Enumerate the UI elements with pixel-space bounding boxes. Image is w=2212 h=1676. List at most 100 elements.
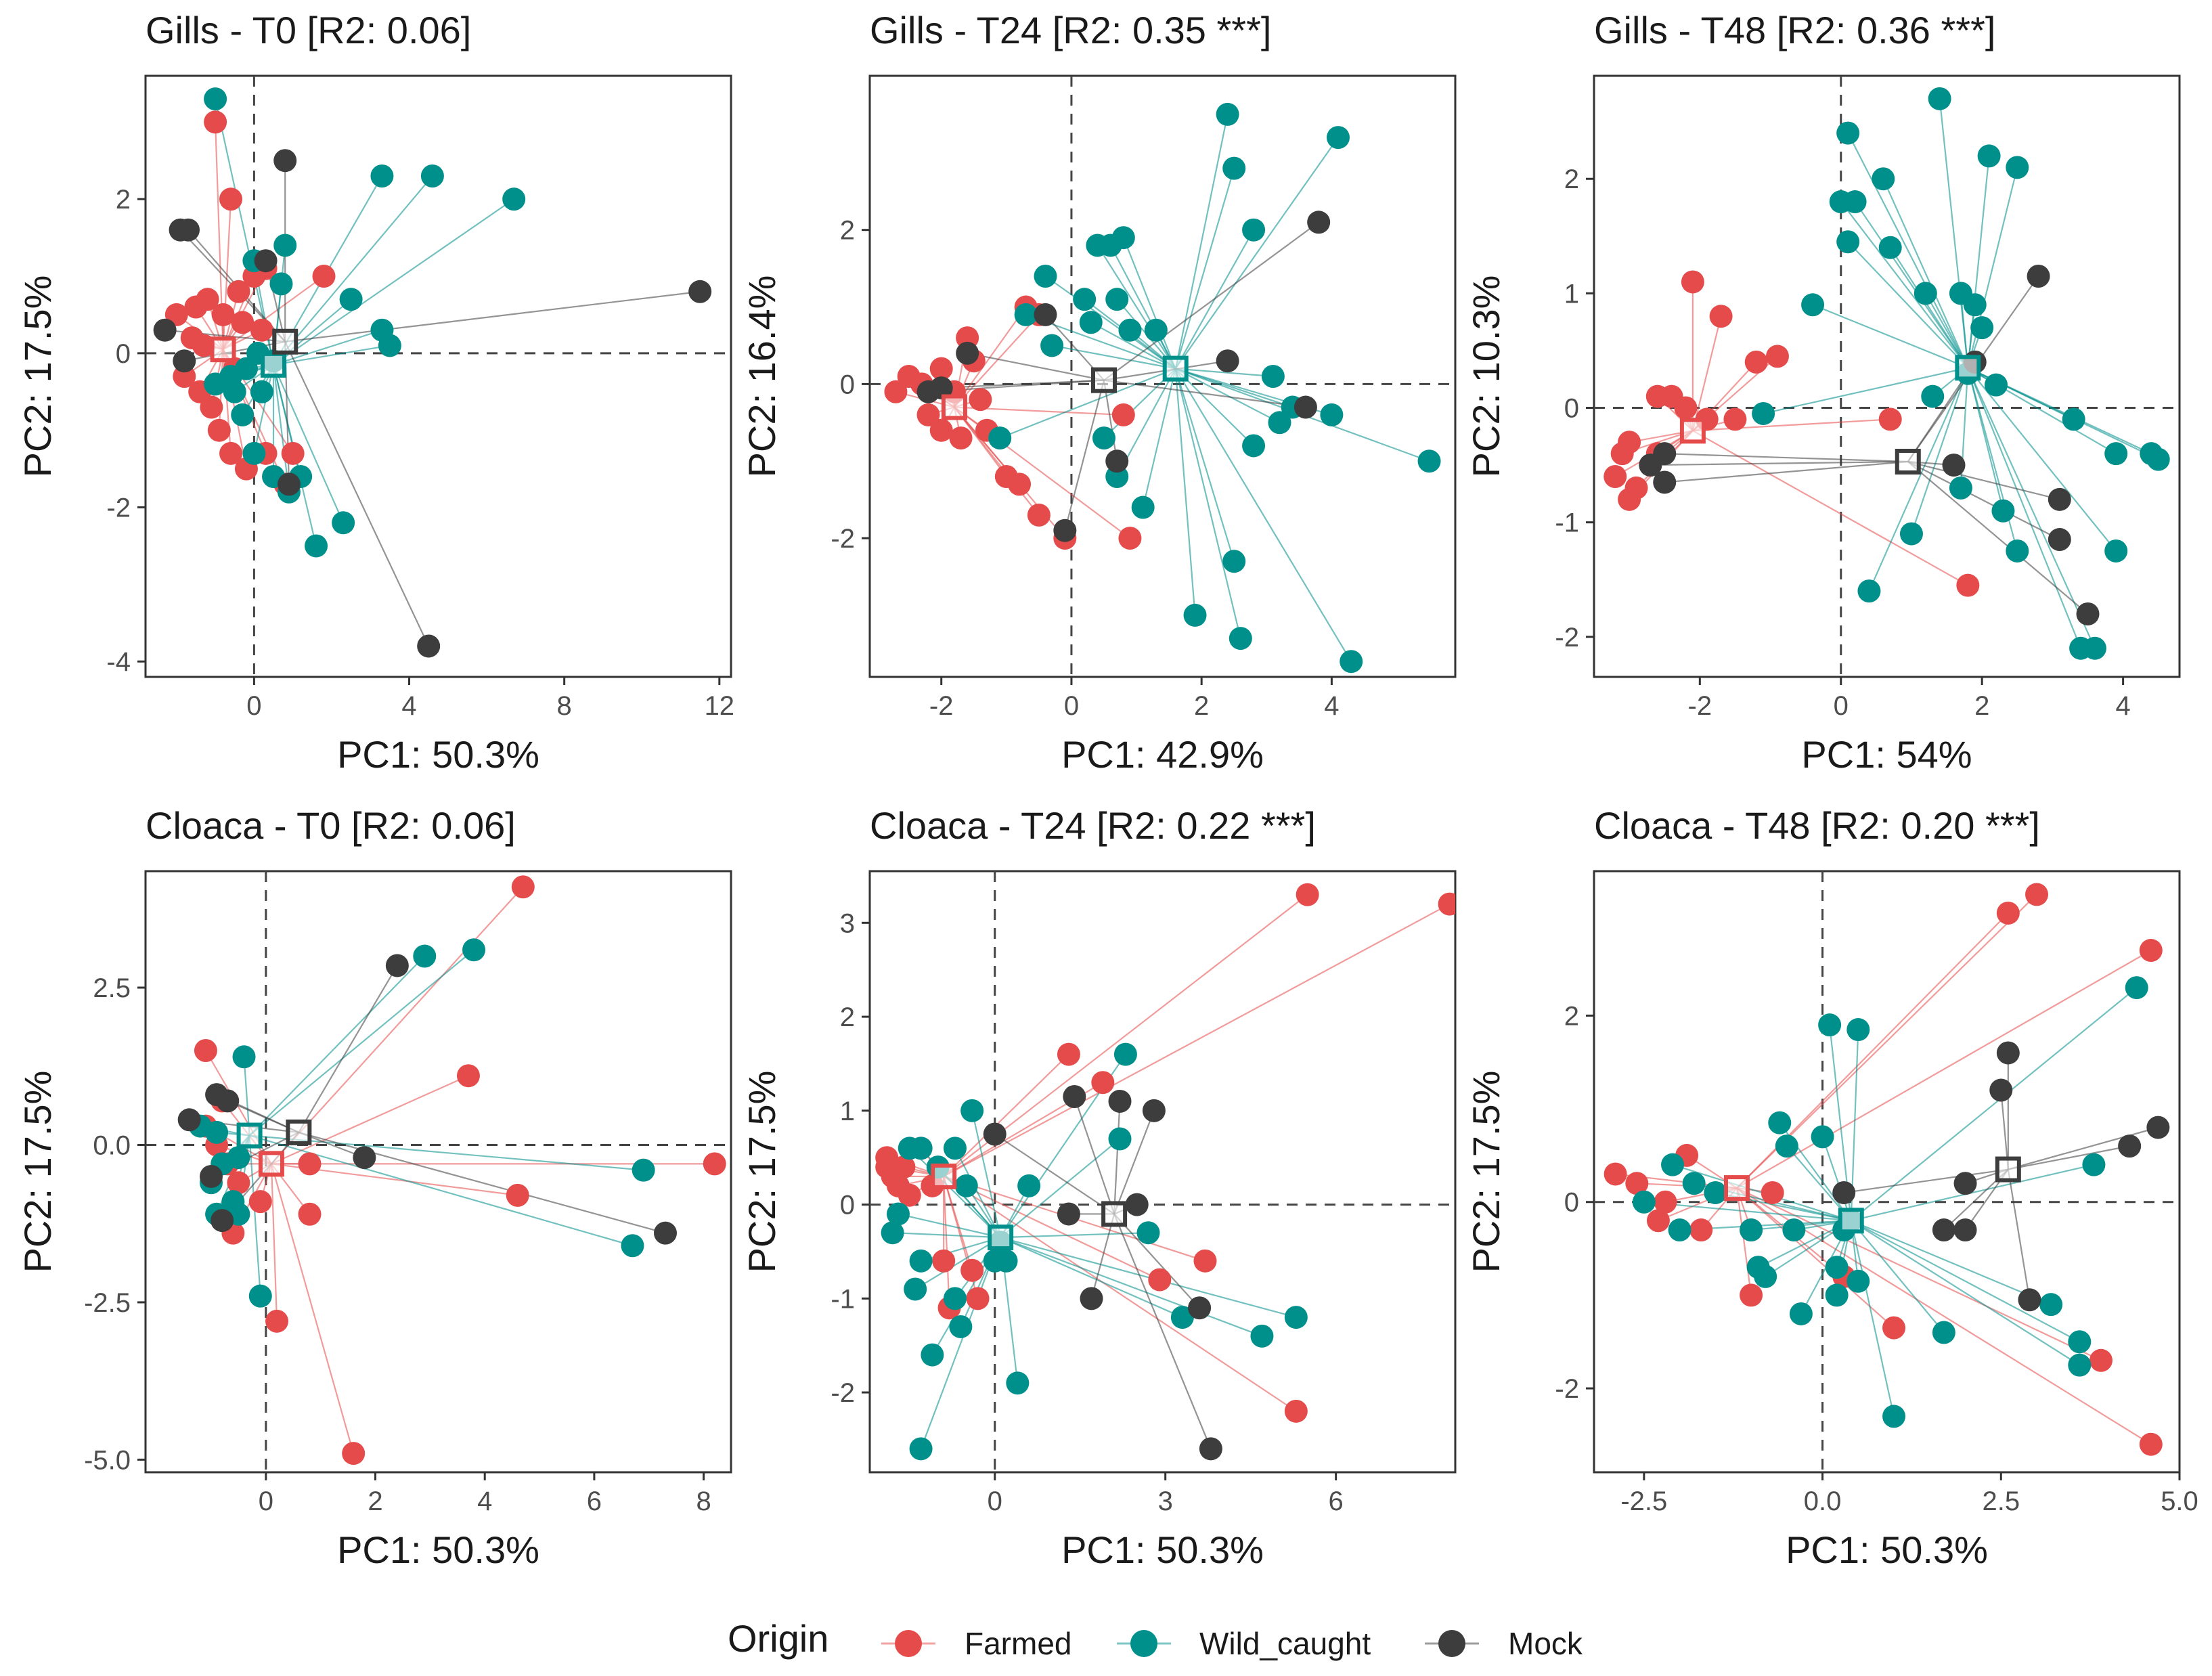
point-farmed [1296,883,1319,906]
spider-line-wild-caught [1847,241,1969,369]
point-wild-caught [886,1202,910,1226]
point-mock [2018,1288,2041,1312]
centroid-mock [1995,1156,2021,1183]
plot-area [1594,871,2180,1472]
spider-line-wild-caught [1967,167,2018,368]
point-mock [211,1209,234,1233]
panel-title: Gills - T24 [R2: 0.35 ***] [870,9,1271,51]
centroid-wild-caught [261,351,287,378]
spider-line-wild-caught [1000,1232,1149,1239]
spider-line-wild-caught [1142,368,1176,508]
point-wild-caught [1878,236,1902,259]
point-wild-caught [1105,288,1129,311]
y-tick-label: -2 [831,1378,855,1408]
spider-line-wild-caught [243,1057,250,1136]
y-axis-label: PC2: 17.5% [16,275,59,478]
point-wild-caught [305,534,328,558]
point-wild-caught [1882,1405,1906,1428]
point-wild-caught [1111,226,1135,250]
point-mock [2076,602,2100,625]
point-wild-caught [1108,1127,1132,1151]
point-wild-caught [2068,1353,2092,1377]
point-farmed [219,441,243,465]
point-mock [956,341,979,365]
point-wild-caught [1752,401,1775,425]
point-mock [2048,528,2071,552]
spider-line-farmed [943,903,1451,1177]
point-wild-caught [1661,1153,1685,1176]
point-wild-caught [1222,156,1246,180]
legend-label-wild-caught: Wild_caught [1199,1626,1371,1661]
spider-line-mock [285,290,701,343]
point-wild-caught [904,1277,927,1301]
spider-line-wild-caught [1000,1237,1262,1337]
point-farmed [1284,1399,1308,1423]
point-farmed [281,441,305,465]
spider-line-wild-caught [1854,201,1969,368]
centroid-wild-caught [1955,355,1981,381]
y-tick-label: 3 [840,908,855,938]
x-tick-label: 2 [1194,691,1209,721]
centroid-mock [272,328,298,355]
point-mock [1996,1041,2020,1065]
point-mock [1832,1181,1856,1204]
panel-title: Cloaca - T0 [R2: 0.06] [146,804,516,847]
plot-area [1594,76,2180,677]
x-tick-label: 5.0 [2161,1486,2198,1516]
point-farmed [892,1155,916,1179]
y-axis-label: PC2: 17.5% [1465,1071,1507,1273]
spider-line-mock [1103,221,1319,381]
point-wild-caught [1268,411,1291,435]
point-farmed [1681,270,1704,294]
spider-line-wild-caught [1889,247,1969,368]
point-wild-caught [269,272,293,296]
point-wild-caught [1682,1172,1706,1195]
panel-border [144,74,732,678]
point-mock [983,1122,1007,1146]
spider-line-mock [2008,1126,2159,1170]
point-farmed [2139,1432,2163,1456]
y-tick-label: -2 [1555,623,1579,653]
spider-line-mock [1103,379,1306,408]
point-farmed [1438,892,1455,916]
point-wild-caught [1740,1218,1763,1242]
spider-line-wild-caught [1851,1220,2052,1306]
point-wild-caught [1242,434,1266,458]
spider-line-wild-caught [1122,237,1176,370]
spider-line-wild-caught [248,949,474,1137]
point-wild-caught [994,1249,1018,1273]
x-axis-label: PC1: 50.3% [337,1528,539,1571]
spider-line-mock [1113,1213,1200,1308]
spider-line-farmed [1736,1187,2152,1445]
spider-line-mock [2000,1090,2009,1170]
point-farmed [211,303,235,326]
x-tick-label: 0 [988,1486,1002,1516]
y-tick-label: 2.5 [93,973,131,1003]
y-tick-label: 1 [840,1097,855,1126]
point-farmed [2025,883,2049,906]
spider-line-wild-caught [1175,368,1273,378]
plot-area [146,871,731,1472]
point-wild-caught [1843,190,1867,214]
point-mock [1216,349,1239,373]
spider-line-wild-caught [954,1147,1002,1238]
point-wild-caught [1836,121,1860,145]
point-wild-caught [943,1287,967,1310]
point-farmed [200,395,223,419]
plot-area [146,76,731,677]
x-axis-label: PC1: 50.3% [337,733,539,776]
point-wild-caught [273,234,297,257]
y-tick-label: -2 [106,493,131,523]
spider-line-wild-caught [1174,137,1339,370]
y-axis-label: PC2: 16.4% [740,275,783,478]
point-wild-caught [1183,603,1207,627]
x-tick-label: 4 [2116,691,2131,721]
spider-line-farmed [270,1164,278,1321]
point-farmed [1956,573,1980,597]
point-farmed [1008,472,1032,496]
point-mock [1199,1437,1222,1461]
point-wild-caught [1704,1181,1727,1204]
spider-line-mock [1907,461,2089,615]
panel-title: Cloaca - T24 [R2: 0.22 ***] [870,804,1316,847]
point-wild-caught [1754,1264,1777,1288]
